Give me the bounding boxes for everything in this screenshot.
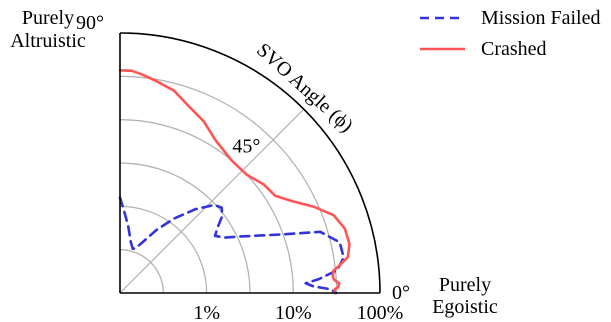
angle-tick-label: 45° — [232, 136, 260, 158]
egoistic-label-line2: Egoistic — [432, 296, 498, 318]
legend-label: Crashed — [481, 38, 547, 60]
grid-spoke — [119, 108, 305, 294]
series-lines — [118, 69, 351, 295]
axis-outer-arc — [119, 32, 381, 294]
radial-tick-label: 1% — [193, 302, 220, 322]
radial-tick-label: 10% — [275, 302, 312, 322]
altruistic-label-line2: Altruistic — [10, 30, 86, 52]
angle-tick-label: 0° — [392, 282, 410, 304]
series-line-mission-failed — [118, 196, 345, 295]
angle-axis-label-group: SVO Angle (ϕ) — [252, 39, 357, 137]
altruistic-label-line1: Purely — [22, 7, 74, 29]
legend-label: Mission Failed — [481, 7, 600, 29]
polar-grid — [119, 75, 338, 294]
egoistic-label-line1: Purely — [439, 274, 491, 296]
angle-tick-label: 90° — [76, 12, 104, 34]
chart-labels: 1% 10% 100%0°45°90°SVO Angle (ϕ)PurelyAltr… — [10, 7, 498, 322]
polar-axes — [119, 32, 381, 294]
angle-axis-label: SVO Angle (ϕ) — [252, 39, 357, 137]
legend: Mission Failed Crashed — [420, 7, 600, 60]
series-line-crashed — [118, 69, 351, 295]
radial-tick-label: 100% — [357, 302, 404, 322]
